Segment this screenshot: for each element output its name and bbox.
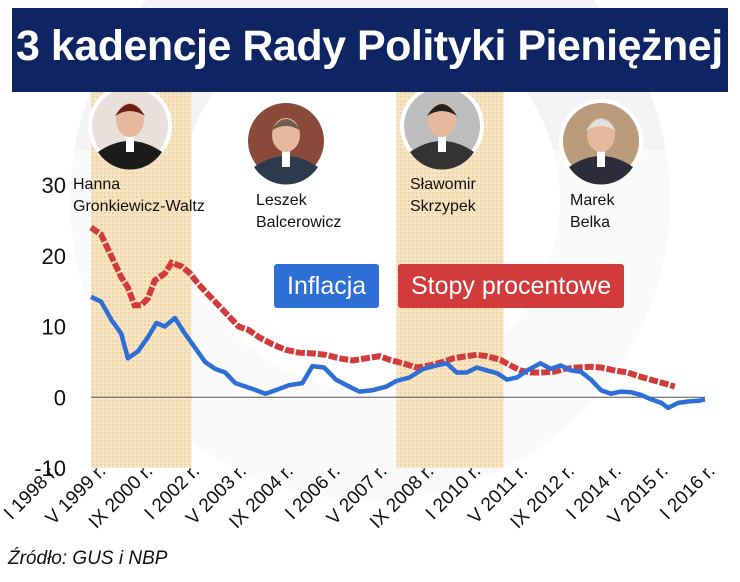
person-4-first-name: Marek (570, 192, 615, 209)
avatar-1 (88, 84, 172, 170)
y-tick-label: 30 (42, 173, 66, 198)
person-1-first-name: Hanna (73, 176, 121, 193)
series-line-inflacja (90, 294, 706, 411)
avatar-collar (597, 151, 605, 167)
avatars-group (88, 84, 643, 185)
series-line-stopy-procentowe (89, 225, 676, 390)
person-1-last-name: Gronkiewicz-Waltz (73, 198, 205, 215)
chart-title: 3 kadencje Rady Polityki Pieniężnej (16, 22, 723, 70)
y-axis-ticks: 30 20 10 0 -10 (34, 173, 66, 481)
person-label-2: Leszek Balcerowicz (256, 190, 341, 234)
series-lines (89, 225, 706, 411)
avatar-3 (400, 84, 484, 170)
avatar-2 (244, 99, 328, 185)
legend-inflation: Inflacja (274, 264, 380, 308)
avatar-hair (271, 119, 301, 131)
avatar-hair (586, 119, 616, 131)
avatar-hair (115, 104, 145, 116)
avatar-hair (427, 104, 457, 116)
person-label-4: Marek Belka (570, 190, 614, 234)
avatar-4 (559, 99, 643, 185)
person-2-first-name: Leszek (256, 192, 307, 209)
y-tick-label: 20 (42, 244, 66, 269)
avatar-shoulders (254, 156, 318, 185)
person-2-last-name: Balcerowicz (256, 214, 342, 231)
person-label-3: Sławomir Skrzypek (410, 174, 476, 218)
avatar-collar (282, 151, 290, 167)
person-4-last-name: Belka (570, 214, 611, 231)
y-tick-label: 0 (54, 385, 66, 410)
avatar-collar (438, 136, 446, 152)
y-tick-label: -10 (34, 456, 66, 481)
avatar-shoulders (98, 141, 162, 170)
y-tick-label: 10 (42, 315, 66, 340)
source-note: Źródło: GUS i NBP (8, 548, 168, 569)
avatar-collar (126, 136, 134, 152)
title-band (12, 8, 728, 92)
person-3-last-name: Skrzypek (410, 198, 476, 215)
person-3-first-name: Sławomir (410, 176, 476, 193)
avatar-shoulders (410, 141, 474, 170)
legend-rates: Stopy procentowe (398, 264, 625, 308)
avatar-shoulders (569, 156, 633, 185)
person-label-1: Hanna Gronkiewicz-Waltz (73, 174, 205, 218)
